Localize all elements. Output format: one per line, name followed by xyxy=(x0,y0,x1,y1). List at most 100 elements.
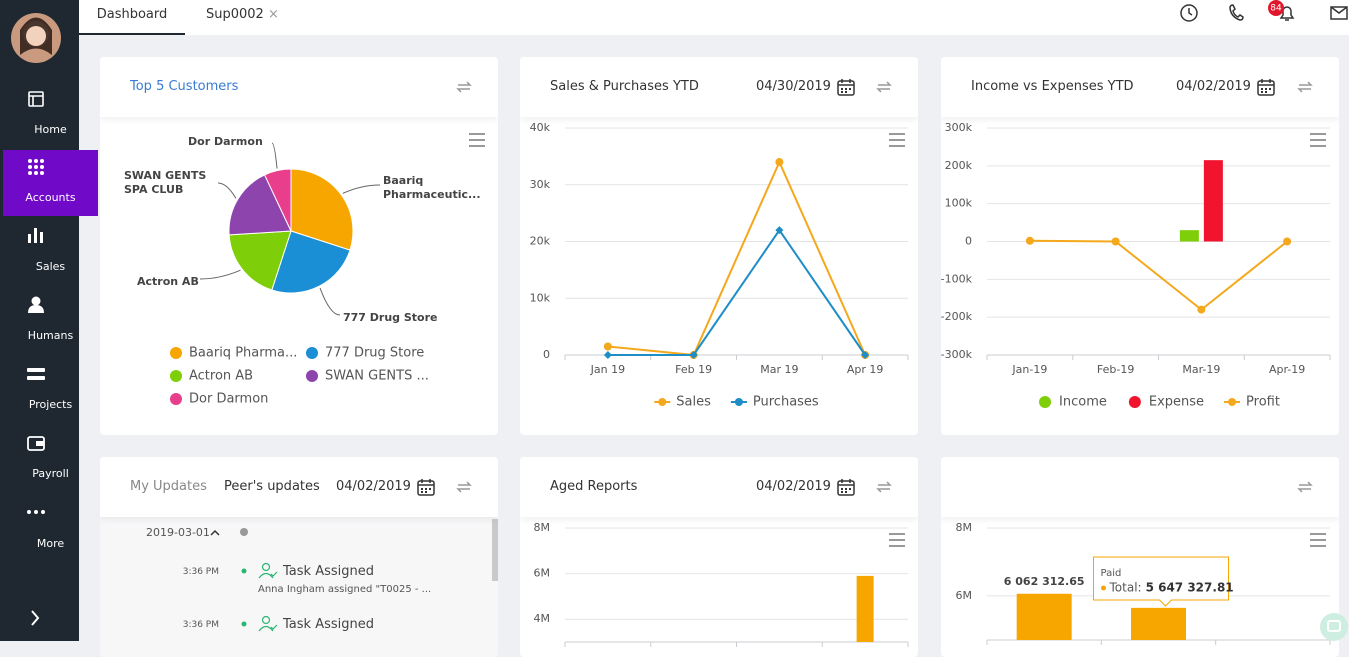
y-tick-label: 4M xyxy=(534,612,551,625)
widget-date[interactable]: 04/02/2019 xyxy=(1176,79,1251,94)
series-line xyxy=(1029,239,1288,311)
refresh-icon[interactable] xyxy=(454,477,474,497)
nav-item[interactable]: Home xyxy=(3,82,98,148)
x-tick-label: Apr-19 xyxy=(1269,363,1305,376)
legend-label: Expense xyxy=(1149,395,1204,410)
leader-line xyxy=(342,184,381,194)
leader-line xyxy=(271,142,278,169)
tab[interactable]: Sup0002 × xyxy=(206,0,279,35)
widget-date[interactable]: 04/02/2019 xyxy=(756,479,831,494)
clock-icon[interactable] xyxy=(1180,4,1198,22)
legend-item[interactable]: Baariq Pharma... xyxy=(170,346,297,361)
slice-label: Baariq Pharmaceutic... xyxy=(383,174,481,201)
legend-marker xyxy=(170,347,182,359)
legend-item[interactable]: Actron AB xyxy=(170,369,253,384)
nav-item[interactable]: More xyxy=(3,495,98,561)
tooltip-value: 5 647 327.81 xyxy=(1146,581,1234,595)
bar xyxy=(1179,230,1199,242)
refresh-icon[interactable] xyxy=(454,77,474,97)
nav-item[interactable]: Payroll xyxy=(3,426,98,492)
widget-date[interactable]: 04/02/2019 xyxy=(336,479,411,494)
timeline-marks xyxy=(210,528,278,632)
legend-item[interactable]: 777 Drug Store xyxy=(306,346,424,361)
nav-icon xyxy=(28,228,43,243)
point xyxy=(603,351,612,359)
nav-icon xyxy=(28,296,44,313)
pie-slice xyxy=(271,230,351,294)
nav-item[interactable]: Projects xyxy=(3,357,98,423)
tooltip-marker xyxy=(1101,585,1106,591)
legend-label: Actron AB xyxy=(189,369,253,384)
nav-icon xyxy=(27,510,45,514)
legend-item[interactable]: Purchases xyxy=(730,395,819,410)
refresh-icon[interactable] xyxy=(1295,477,1315,497)
y-tick-label: 300k xyxy=(945,121,973,134)
phone-icon[interactable] xyxy=(1229,4,1244,21)
widget-header xyxy=(941,457,1339,517)
nav-item[interactable]: Accounts xyxy=(3,150,98,216)
refresh-icon[interactable] xyxy=(874,477,894,497)
pie-slice xyxy=(290,168,354,251)
widget-header: Sales & Purchases YTD 04/30/2019 xyxy=(520,57,918,117)
entry-time: 3:36 PM xyxy=(182,620,219,630)
chat-button[interactable] xyxy=(1319,612,1349,642)
x-tick-label: Feb-19 xyxy=(1097,363,1134,376)
y-tick-label: 8M xyxy=(956,521,973,534)
bar xyxy=(1016,593,1072,640)
topbar: Dashboard Sup0002 × 84 xyxy=(79,0,1349,35)
nav-item[interactable]: Humans xyxy=(3,288,98,354)
widget-title: Aged Reports xyxy=(550,479,638,494)
legend-item[interactable]: Sales xyxy=(654,395,711,410)
point xyxy=(689,351,698,359)
bar xyxy=(856,575,874,642)
entry-time: 3:36 PM xyxy=(182,567,219,577)
legend-item[interactable]: SWAN GENTS ... xyxy=(306,369,429,384)
legend-marker xyxy=(170,393,182,405)
calendar-icon[interactable] xyxy=(416,477,436,497)
point xyxy=(603,342,612,351)
updates-tab[interactable]: Peer's updates xyxy=(224,479,320,494)
nav-label: Sales xyxy=(35,260,66,273)
point xyxy=(1111,237,1120,246)
legend-label: 777 Drug Store xyxy=(325,346,424,361)
legend-item[interactable]: Dor Darmon xyxy=(170,392,268,407)
refresh-icon[interactable] xyxy=(874,77,894,97)
pie-slice xyxy=(228,230,292,291)
y-tick-label: 30k xyxy=(530,178,551,191)
point xyxy=(861,351,870,359)
bar xyxy=(1203,160,1223,242)
calendar-icon[interactable] xyxy=(836,77,856,97)
widget-date[interactable]: 04/30/2019 xyxy=(756,79,831,94)
y-tick-label: -200k xyxy=(941,310,973,323)
x-tick-label: Mar-19 xyxy=(1182,363,1220,376)
calendar-icon[interactable] xyxy=(1256,77,1276,97)
legend-item[interactable]: Profit xyxy=(1224,395,1280,410)
nav-label: Accounts xyxy=(25,191,76,204)
y-tick-label: -300k xyxy=(941,348,973,361)
calendar-icon[interactable] xyxy=(836,477,856,497)
legend-item[interactable]: Expense xyxy=(1128,395,1204,410)
tab-close[interactable]: × xyxy=(267,7,279,22)
legend-item[interactable]: Income xyxy=(1039,395,1107,410)
tooltip-label: Total: xyxy=(1109,581,1142,595)
refresh-icon[interactable] xyxy=(1295,77,1315,97)
entry-text: Anna Ingham assigned "T0025 - ... xyxy=(258,584,432,595)
tab[interactable]: Dashboard xyxy=(79,0,185,35)
mail-icon[interactable] xyxy=(1330,6,1348,20)
chart: 0 10k 20k 30k 40k Jan 19 Feb 19 Mar 19 Apr 19 Sal… xyxy=(530,121,909,410)
expand-button[interactable] xyxy=(0,603,79,633)
notification-badge: 84 xyxy=(1270,4,1282,14)
chart: 6M 8M 6 062 312.65 5 647 327.81Paid Total: 5 … xyxy=(956,521,1331,645)
nav-item[interactable]: Sales xyxy=(3,219,98,285)
nav-icon xyxy=(27,436,45,451)
legend-marker xyxy=(170,370,182,382)
updates-tab[interactable]: My Updates xyxy=(130,479,207,494)
legend-label: Profit xyxy=(1246,395,1280,410)
leader-line xyxy=(217,182,237,199)
scrollbar[interactable] xyxy=(492,519,498,581)
legend: Sales Purchases xyxy=(654,395,819,410)
point xyxy=(1025,236,1034,245)
avatar xyxy=(11,13,61,63)
y-tick-label: 6M xyxy=(956,589,973,602)
